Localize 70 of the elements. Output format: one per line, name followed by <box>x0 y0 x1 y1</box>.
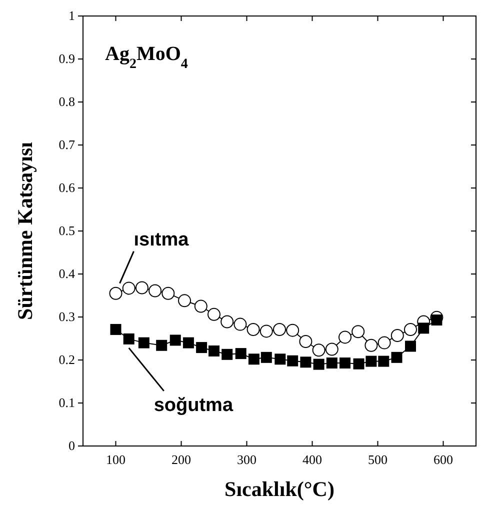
point <box>194 300 208 313</box>
point <box>287 355 298 366</box>
point <box>208 345 220 356</box>
x-tick-label: 100 <box>106 452 126 467</box>
point <box>178 294 192 308</box>
y-tick-label: 0.5 <box>58 223 75 238</box>
point <box>273 322 286 336</box>
point <box>326 358 338 369</box>
y-tick-label: 0.7 <box>58 137 76 152</box>
x-tick-label: 300 <box>237 452 256 467</box>
point <box>234 318 247 331</box>
y-tick-label: 0 <box>68 438 75 453</box>
annotation: soğutma <box>154 394 234 416</box>
annotation: ısıtma <box>134 229 190 250</box>
point <box>299 335 312 348</box>
y-tick-label: 0.9 <box>58 51 75 66</box>
y-tick-label: 0.6 <box>58 180 76 195</box>
x-axis-title: Sıcaklık(°C) <box>224 477 334 501</box>
x-tick-label: 600 <box>434 452 453 467</box>
point <box>170 334 181 346</box>
point <box>138 337 150 348</box>
y-tick-label: 1 <box>68 8 75 23</box>
point <box>431 314 442 326</box>
y-tick-label: 0.1 <box>58 395 75 410</box>
point <box>246 322 260 336</box>
point <box>260 324 273 338</box>
x-tick-label: 200 <box>172 452 191 467</box>
point <box>352 325 365 338</box>
point <box>248 354 260 365</box>
point <box>404 322 417 336</box>
text: Ag$_{2}$MoO$_{4}$ <box>105 43 188 72</box>
point <box>418 322 430 334</box>
point <box>325 342 338 356</box>
y-axis-title: Sürtünme Katsayısı <box>13 142 37 320</box>
point <box>235 348 246 360</box>
point <box>274 354 286 365</box>
point <box>300 356 312 368</box>
point <box>122 282 136 295</box>
point <box>208 308 220 321</box>
point <box>313 358 324 370</box>
point <box>109 286 122 300</box>
point <box>222 348 233 360</box>
point <box>162 286 175 300</box>
point <box>378 356 390 367</box>
y-tick-label: 0.3 <box>58 309 75 324</box>
point <box>390 328 404 342</box>
point <box>156 340 168 351</box>
y-tick-label: 0.2 <box>58 352 75 367</box>
point <box>338 330 352 344</box>
point <box>135 281 148 294</box>
point <box>148 284 162 298</box>
point <box>312 344 326 357</box>
y-tick-label: 0.4 <box>58 266 76 281</box>
point <box>353 358 364 370</box>
point <box>110 324 122 335</box>
point <box>391 352 402 363</box>
y-tick-label: 0.8 <box>58 94 75 109</box>
point <box>405 340 416 352</box>
point <box>364 338 378 352</box>
x-tick-label: 500 <box>368 452 388 467</box>
point <box>286 324 300 337</box>
point <box>123 333 134 344</box>
point <box>340 358 350 369</box>
point <box>220 315 234 328</box>
point <box>378 336 391 350</box>
point <box>260 352 272 363</box>
point <box>366 356 377 367</box>
point <box>182 337 194 348</box>
point <box>196 342 208 354</box>
x-tick-label: 400 <box>302 452 322 467</box>
